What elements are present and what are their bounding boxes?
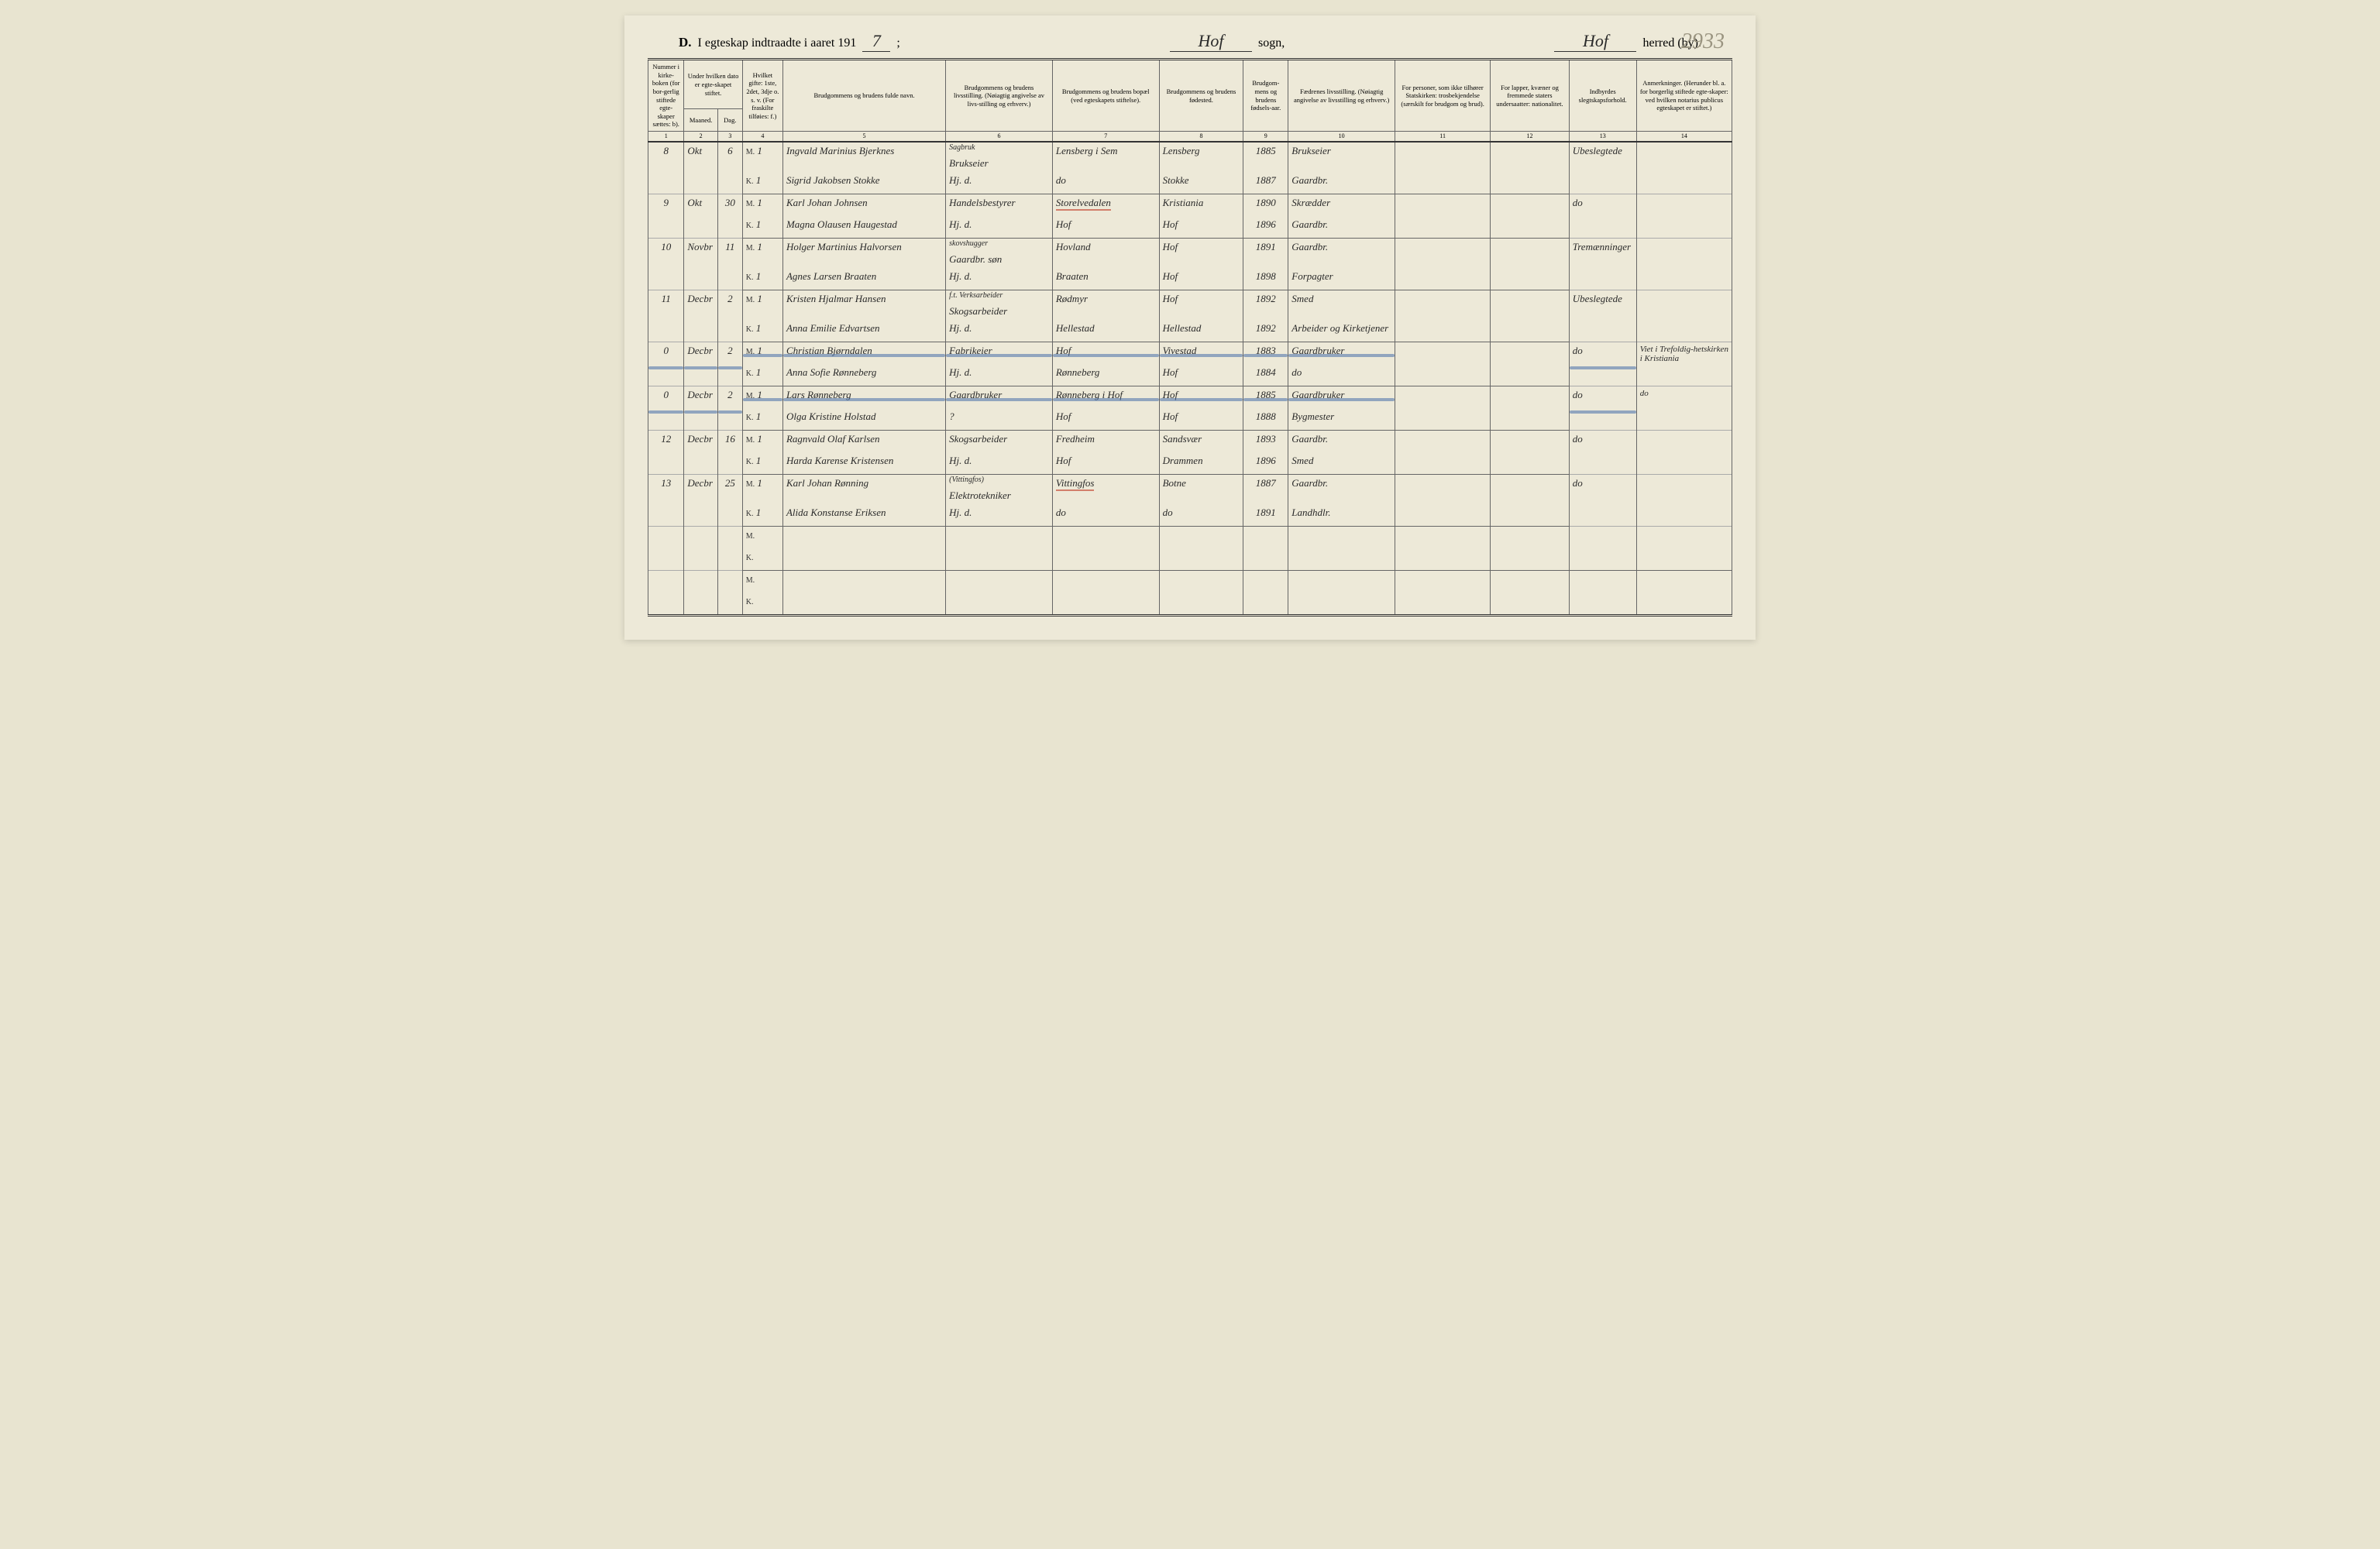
colnum: 9: [1243, 132, 1288, 143]
table-row: 10Novbr11M. 1Holger Martinius Halvorsens…: [648, 239, 1732, 269]
colnum: 12: [1491, 132, 1569, 143]
colnum: 14: [1636, 132, 1732, 143]
header-c5: Brudgommens og brudens fulde navn.: [782, 60, 945, 132]
colnum: 11: [1395, 132, 1491, 143]
colnum: 4: [742, 132, 782, 143]
header-c12: For lapper, kvæner og fremmede staters u…: [1491, 60, 1569, 132]
sogn-label: sogn,: [1258, 36, 1285, 50]
header-c4: Hvilket gifte: 1ste, 2det, 3dje o. s. v.…: [742, 60, 782, 132]
title-line: D. I egteskap indtraadte i aaret 1917; H…: [648, 31, 1732, 52]
header-c8: Brudgommens og brudens fødested.: [1159, 60, 1243, 132]
colnum: 8: [1159, 132, 1243, 143]
header-c6: Brudgommens og brudens livsstilling. (Nø…: [946, 60, 1053, 132]
header-c11: For personer, som ikke tilhører Statskir…: [1395, 60, 1491, 132]
table-body: 8Okt6M. 1Ingvald Marinius BjerknesSagbru…: [648, 142, 1732, 616]
section-letter: D.: [679, 35, 692, 50]
table-row: M.: [648, 571, 1732, 593]
ledger-page: 2933 D. I egteskap indtraadte i aaret 19…: [624, 15, 1756, 640]
page-number-pencil: 2933: [1681, 29, 1725, 54]
column-numbers-row: 1 2 3 4 5 6 7 8 9 10 11 12 13 14: [648, 132, 1732, 143]
colnum: 1: [648, 132, 684, 143]
table-header: Nummer i kirke-boken (for bor-gerlig sti…: [648, 60, 1732, 143]
header-c14: Anmerkninger. (Herunder bl. a. for borge…: [1636, 60, 1732, 132]
header-c2-top: Under hvilken dato er egte-skapet stifte…: [684, 60, 742, 109]
header-c13: Indbyrdes slegtskapsforhold.: [1569, 60, 1636, 132]
colnum: 13: [1569, 132, 1636, 143]
title-year-digit: 7: [862, 31, 890, 52]
colnum: 10: [1288, 132, 1395, 143]
table-row: 8Okt6M. 1Ingvald Marinius BjerknesSagbru…: [648, 142, 1732, 172]
header-c9: Brudgom-mens og brudens fødsels-aar.: [1243, 60, 1288, 132]
sogn-written: Hof: [1170, 31, 1252, 52]
header-c1: Nummer i kirke-boken (for bor-gerlig sti…: [648, 60, 684, 132]
colnum: 7: [1052, 132, 1159, 143]
colnum: 5: [782, 132, 945, 143]
table-row: 9Okt30M. 1Karl Johan JohnsenHandelsbesty…: [648, 194, 1732, 217]
table-row: 12Decbr16M. 1Ragnvald Olaf KarlsenSkogsa…: [648, 431, 1732, 453]
header-c7: Brudgommens og brudens bopæl (ved egtesk…: [1052, 60, 1159, 132]
table-row: K.: [648, 592, 1732, 616]
table-row: M.: [648, 527, 1732, 549]
header-c2a: Maaned.: [684, 109, 717, 132]
table-row: 13Decbr25M. 1Karl Johan Rønning(Vittingf…: [648, 475, 1732, 505]
ledger-table: Nummer i kirke-boken (for bor-gerlig sti…: [648, 58, 1732, 617]
table-row: 11Decbr2M. 1Kristen Hjalmar Hansenf.t. V…: [648, 290, 1732, 321]
table-row: 0Decbr2M. 1Christian BjørndalenFabrikeie…: [648, 342, 1732, 365]
herred-written: Hof: [1554, 31, 1636, 52]
title-printed-left: I egteskap indtraadte i aaret 191: [698, 36, 857, 50]
header-c10: Fædrenes livsstilling. (Nøiagtig angivel…: [1288, 60, 1395, 132]
table-row: K.: [648, 548, 1732, 571]
table-row: 0Decbr2M. 1Lars RønnebergGaardbrukerRønn…: [648, 386, 1732, 409]
colnum: 2: [684, 132, 717, 143]
colnum: 3: [717, 132, 742, 143]
colnum: 6: [946, 132, 1053, 143]
header-c2b: Dag.: [717, 109, 742, 132]
